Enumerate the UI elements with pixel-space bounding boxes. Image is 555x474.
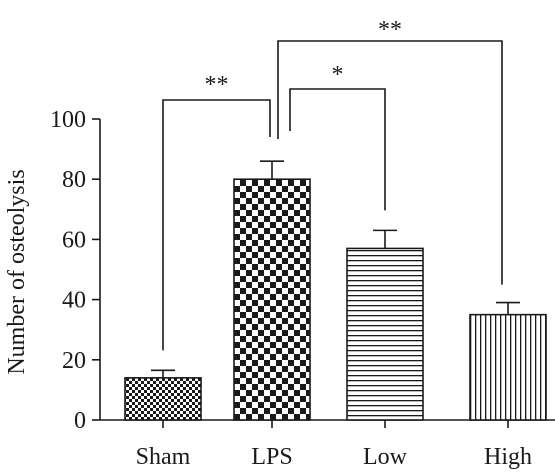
y-tick-label: 0: [74, 408, 86, 434]
significance-label: *: [332, 62, 344, 88]
y-tick-label: 100: [50, 107, 86, 133]
bar-sham: [124, 377, 202, 421]
significance-bracket: [277, 40, 503, 285]
y-axis-title: Number of osteolysis: [4, 169, 30, 374]
bar-high: [469, 313, 547, 421]
x-tick-label: Sham: [136, 444, 191, 470]
x-tick-label: Low: [363, 444, 408, 470]
significance-label: **: [378, 17, 402, 43]
y-tick-label: 80: [62, 167, 86, 193]
y-axis: 0 20 40 60 80 100: [50, 107, 101, 434]
x-axis: Sham LPS Low High: [100, 419, 555, 470]
bar-low: [346, 247, 424, 421]
significance-brackets: ** ***: [162, 17, 503, 351]
bars: [124, 160, 547, 421]
y-tick-label: 60: [62, 227, 86, 253]
y-tick-label: 40: [62, 288, 86, 314]
significance-label: **: [205, 72, 229, 98]
significance-bracket: [289, 88, 386, 211]
x-tick-label: LPS: [251, 444, 292, 470]
y-tick-label: 20: [62, 348, 86, 374]
bar-lps: [233, 178, 311, 421]
significance-bracket: [162, 99, 271, 351]
x-tick-label: High: [484, 444, 532, 470]
